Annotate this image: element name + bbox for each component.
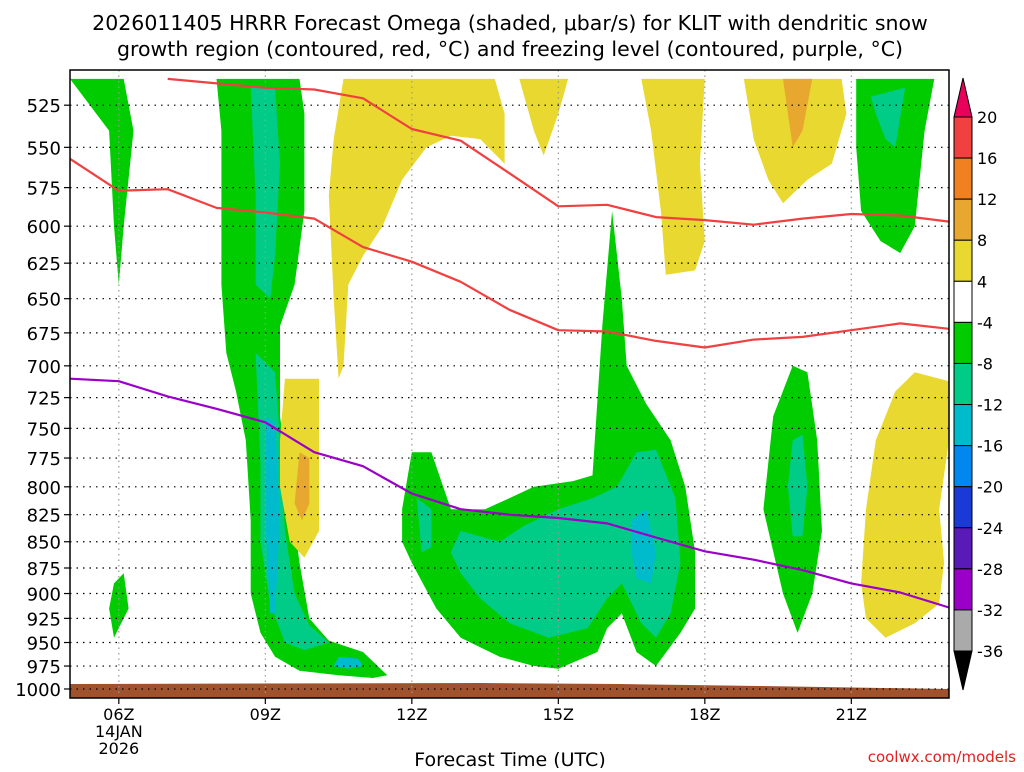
colorbar-label--8: -8 [977, 354, 993, 373]
credit-text[interactable]: coolwx.com/models [868, 748, 1016, 766]
x-tick-label-06Z: 06Z [103, 705, 134, 724]
colorbar-label-16: 16 [977, 149, 997, 168]
omega-region-teal-9 [450, 449, 681, 638]
x-tick-year: 2026 [98, 739, 139, 758]
colorbar-segment-9 [953, 486, 973, 529]
y-tick-label-650: 650 [27, 290, 61, 311]
omega-region-gold-21 [294, 452, 310, 521]
omega-shading [70, 78, 949, 678]
omega-region-gold-19 [783, 78, 813, 148]
grid-lines [70, 70, 949, 698]
y-tick-label-700: 700 [27, 357, 61, 378]
colorbar-label--12: -12 [977, 396, 1003, 415]
colorbar-label-20: 20 [977, 108, 997, 127]
colorbar-label-8: 8 [977, 231, 987, 250]
omega-region-yellow-15 [328, 78, 505, 379]
contour-freezing-level [69, 377, 950, 609]
y-tick-label-900: 900 [27, 585, 61, 606]
colorbar-segment-0 [953, 116, 973, 159]
colorbar-label--36: -36 [977, 642, 1003, 661]
omega-region-green-6 [109, 573, 129, 638]
y-tick-label-1000: 1000 [15, 680, 61, 701]
x-tick-label-12Z: 12Z [396, 705, 427, 724]
colorbar-segment-5 [953, 321, 973, 364]
plot-frame [69, 69, 950, 699]
colorbar-label--16: -16 [977, 437, 1003, 456]
y-axis: 525 550 575 600 625 650 675 700 725 750 775 800 825 8… [15, 96, 70, 701]
colorbar-label-12: 12 [977, 190, 997, 209]
y-tick-label-600: 600 [27, 217, 61, 238]
chart-title-line-2: growth region (contoured, red, °C) and f… [117, 37, 903, 61]
chart-title-line-1: 2026011405 HRRR Forecast Omega (shaded, … [92, 11, 928, 35]
contour-dendritic-lower [69, 157, 950, 349]
colorbar-label--24: -24 [977, 519, 1003, 538]
y-tick-label-775: 775 [27, 449, 61, 470]
omega-region-cyan-10 [631, 509, 656, 584]
omega-region-cyan-5 [333, 656, 363, 669]
colorbar: 20 16 12 8 4 -4 -8 -12 -16 -20 -24 -28 -32 -36 [953, 77, 1003, 691]
colorbar-label--28: -28 [977, 560, 1003, 579]
y-tick-label-550: 550 [27, 138, 61, 159]
y-tick-label-675: 675 [27, 324, 61, 345]
colorbar-segment-10 [953, 527, 973, 570]
y-tick-label-850: 850 [27, 533, 61, 554]
x-axis-label: Forecast Time (UTC) [414, 749, 605, 768]
y-tick-label-925: 925 [27, 609, 61, 630]
omega-region-yellow-17 [641, 78, 705, 275]
y-tick-label-875: 875 [27, 559, 61, 580]
contour-lines [69, 77, 950, 609]
y-tick-label-975: 975 [27, 657, 61, 678]
colorbar-segment-2 [953, 198, 973, 241]
colorbar-segment-7 [953, 404, 973, 447]
colorbar-segment-1 [953, 157, 973, 200]
contour-dendritic-upper [167, 77, 950, 226]
colorbar-label--4: -4 [977, 313, 993, 332]
colorbar-segment-4 [953, 280, 973, 323]
colorbar-segment-6 [953, 362, 973, 406]
y-tick-label-800: 800 [27, 478, 61, 499]
omega-region-teal-14 [870, 87, 906, 148]
colorbar-segment-8 [953, 445, 973, 488]
colorbar-label-4: 4 [977, 272, 987, 291]
omega-region-yellow-22 [861, 372, 949, 638]
y-tick-label-725: 725 [27, 389, 61, 410]
x-tick-label-15Z: 15Z [543, 705, 574, 724]
omega-region-teal-2 [250, 87, 280, 299]
x-tick-label-09Z: 09Z [250, 705, 281, 724]
omega-region-teal-8 [416, 498, 432, 553]
x-tick-label-21Z: 21Z [836, 705, 867, 724]
omega-region-teal-12 [787, 434, 808, 537]
colorbar-segment-11 [953, 568, 973, 611]
y-tick-label-950: 950 [27, 634, 61, 655]
y-tick-label-625: 625 [27, 254, 61, 275]
omega-region-green-0 [70, 78, 134, 285]
y-tick-label-825: 825 [27, 506, 61, 527]
colorbar-bottom-arrow [953, 650, 973, 691]
ground-layer [70, 683, 949, 698]
omega-region-green-13 [856, 78, 935, 254]
y-tick-label-575: 575 [27, 179, 61, 200]
omega-region-yellow-16 [519, 78, 569, 156]
ground-fill [70, 683, 949, 698]
y-tick-label-750: 750 [27, 419, 61, 440]
x-tick-date: 14JAN [95, 722, 143, 741]
x-tick-label-18Z: 18Z [689, 705, 720, 724]
colorbar-segment-12 [953, 609, 973, 652]
colorbar-segment-3 [953, 239, 973, 282]
colorbar-label--32: -32 [977, 601, 1003, 620]
colorbar-label--20: -20 [977, 478, 1003, 497]
colorbar-top-arrow [953, 77, 973, 118]
y-tick-label-525: 525 [27, 96, 61, 117]
